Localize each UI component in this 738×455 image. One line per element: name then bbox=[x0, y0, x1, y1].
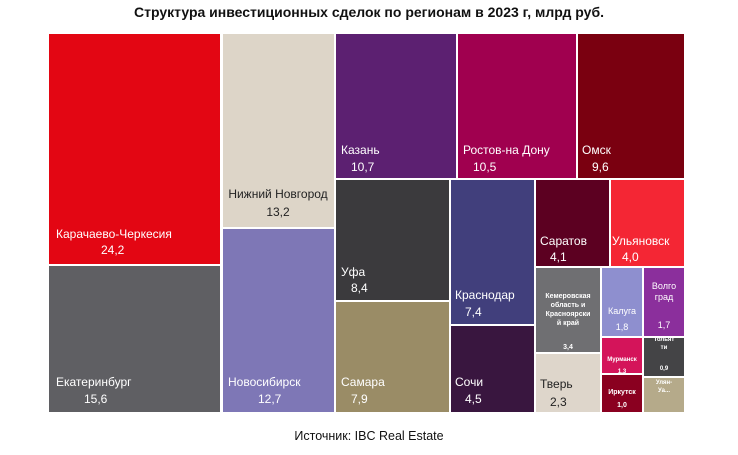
tile-label: Иркутск bbox=[608, 389, 636, 396]
tile-label: Калуга bbox=[608, 306, 636, 316]
tile-value: 12,7 bbox=[258, 392, 282, 406]
treemap-tile-8: Самара 7,9 bbox=[336, 302, 449, 412]
treemap-tile-rect bbox=[336, 180, 449, 300]
treemap-tile-14: Тверь 2,3 bbox=[536, 354, 600, 412]
tile-value: 1,7 bbox=[658, 320, 671, 330]
treemap-tile-rect bbox=[644, 268, 684, 336]
tile-value: 10,7 bbox=[351, 160, 375, 174]
treemap-tile-12: Ульяновск 4,0 bbox=[611, 180, 684, 266]
treemap-tile-0: Карачаево-Черкесия 24,2 bbox=[49, 34, 220, 264]
tile-value: 1,0 bbox=[617, 402, 627, 409]
treemap-tile-11: Саратов 4,1 bbox=[536, 180, 609, 266]
treemap-tile-7: Уфа 8,4 bbox=[336, 180, 449, 300]
tile-value: 7,4 bbox=[465, 305, 482, 319]
tile-label: Казань bbox=[341, 143, 380, 157]
tile-label: Краснодар bbox=[455, 288, 515, 302]
tile-label: Омск bbox=[582, 143, 612, 157]
tile-label: Кемеровская область и Красноярски й край bbox=[545, 293, 590, 327]
tile-label: Самара bbox=[341, 375, 385, 389]
tile-value: 24,2 bbox=[101, 243, 125, 257]
tile-value: 8,4 bbox=[351, 281, 368, 295]
tile-label: Ульяновск bbox=[612, 234, 670, 248]
treemap-tile-rect bbox=[536, 354, 600, 412]
treemap-tile-rect bbox=[644, 338, 684, 376]
treemap-tile-1: Екатеринбург 15,6 bbox=[49, 266, 220, 412]
treemap-tile-19: Иркутск 1,0 bbox=[602, 375, 642, 412]
treemap-tile-18: Тольят ти 0,9 bbox=[644, 337, 684, 376]
chart-source: Источник: IBC Real Estate bbox=[294, 429, 444, 443]
tile-label: Тольят ти bbox=[654, 337, 675, 351]
treemap-tile-rect bbox=[536, 268, 600, 352]
tile-value: 3,4 bbox=[563, 344, 573, 351]
treemap-tile-5: Ростов-на Дону 10,5 bbox=[458, 34, 576, 178]
treemap-tile-rect bbox=[602, 268, 642, 336]
tile-value: 1,3 bbox=[618, 369, 627, 375]
treemap-tile-rect bbox=[602, 375, 642, 412]
tile-value: 9,6 bbox=[592, 160, 609, 174]
treemap-tile-6: Омск 9,6 bbox=[578, 34, 684, 178]
treemap-tile-rect bbox=[611, 180, 684, 266]
tile-label: Мурманск bbox=[607, 357, 637, 363]
treemap-tile-rect bbox=[602, 338, 642, 373]
treemap-tile-rect bbox=[451, 180, 534, 324]
treemap-tile-rect bbox=[644, 378, 684, 412]
treemap-tile-3: Новосибирск 12,7 bbox=[223, 229, 334, 412]
tile-value: 1,8 bbox=[616, 322, 629, 332]
treemap-tile-16: Волго град 1,7 bbox=[644, 268, 684, 336]
tile-value: 10,5 bbox=[473, 160, 497, 174]
tile-label: Сочи bbox=[455, 375, 483, 389]
treemap-tile-rect bbox=[49, 266, 220, 412]
tile-label: Саратов bbox=[540, 234, 587, 248]
tile-label: Волго град bbox=[652, 281, 676, 302]
treemap-tile-rect bbox=[223, 229, 334, 412]
treemap-tile-rect bbox=[451, 326, 534, 412]
tile-value: 15,6 bbox=[84, 392, 108, 406]
treemap-tile-9: Краснодар 7,4 bbox=[451, 180, 534, 324]
treemap-tile-rect bbox=[223, 34, 334, 227]
treemap-tile-2: Нижний Новгород 13,2 bbox=[223, 34, 334, 227]
treemap-tile-rect bbox=[336, 302, 449, 412]
tile-label: Карачаево-Черкесия bbox=[56, 227, 172, 241]
tile-value: 4,1 bbox=[550, 250, 567, 264]
tile-label: Екатеринбург bbox=[56, 375, 132, 389]
chart-title: Структура инвестиционных сделок по регио… bbox=[134, 4, 604, 20]
tile-label: Нижний Новгород bbox=[228, 187, 327, 201]
treemap-tile-rect bbox=[578, 34, 684, 178]
treemap-tile-rect bbox=[536, 180, 609, 266]
treemap-tile-4: Казань 10,7 bbox=[336, 34, 456, 178]
treemap-tile-20: Улян-Уа... bbox=[644, 378, 684, 412]
tile-label: Новосибирск bbox=[228, 375, 301, 389]
tile-value: 4,5 bbox=[465, 392, 482, 406]
treemap-tile-15: Калуга 1,8 bbox=[602, 268, 642, 336]
treemap-tile-13: Кемеровская область и Красноярски й край 3,4 bbox=[536, 268, 600, 352]
tile-value: 13,2 bbox=[266, 205, 290, 219]
tile-label: Улян-Уа... bbox=[656, 380, 672, 394]
tile-value: 4,0 bbox=[622, 250, 639, 264]
tile-label: Ростов-на Дону bbox=[463, 143, 550, 157]
treemap-tile-10: Сочи 4,5 bbox=[451, 326, 534, 412]
tile-label: Уфа bbox=[341, 265, 365, 279]
tile-value: 2,3 bbox=[550, 395, 567, 409]
treemap-tile-17: Мурманск 1,3 bbox=[602, 338, 642, 375]
tile-label: Тверь bbox=[540, 377, 573, 391]
treemap-tile-rect bbox=[458, 34, 576, 178]
treemap-tile-rect bbox=[336, 34, 456, 178]
treemap-tile-rect bbox=[49, 34, 220, 264]
tile-value: 0,9 bbox=[660, 366, 669, 372]
tile-value: 7,9 bbox=[351, 392, 368, 406]
